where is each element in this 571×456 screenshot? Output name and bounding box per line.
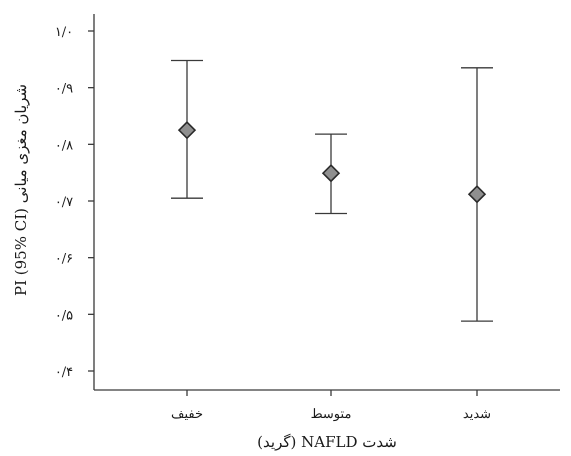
x-tick-label: متوسط xyxy=(311,407,352,422)
series xyxy=(171,59,493,322)
x-ticks: خفیف متوسط شدید xyxy=(171,390,491,422)
diamond-marker xyxy=(467,185,487,204)
data-point-1 xyxy=(171,59,203,199)
y-axis-title: PI (95% CI) شریان مغزی میانی xyxy=(12,84,30,296)
y-ticks: ۱/۰ ۰/۹ ۰/۸ ۰/۷ ۰/۶ ۰/۵ ۰/۴ xyxy=(55,25,94,380)
diamond-marker xyxy=(321,164,341,183)
y-tick-label: ۰/۸ xyxy=(55,138,73,153)
x-tick-label: خفیف xyxy=(171,407,203,422)
x-axis-title: شدت NAFLD (گرید) xyxy=(257,433,397,451)
y-tick-label: ۱/۰ xyxy=(55,25,73,40)
data-point-3 xyxy=(461,67,493,322)
y-tick-label: ۰/۷ xyxy=(55,195,73,210)
y-tick-label: ۰/۴ xyxy=(55,365,73,380)
y-tick-label: ۰/۵ xyxy=(55,308,73,323)
data-point-2 xyxy=(315,133,347,215)
x-tick-label: شدید xyxy=(463,407,491,422)
axes xyxy=(93,14,560,391)
y-tick-label: ۰/۶ xyxy=(55,252,73,267)
diamond-marker xyxy=(177,121,197,140)
y-tick-label: ۰/۹ xyxy=(55,82,73,97)
